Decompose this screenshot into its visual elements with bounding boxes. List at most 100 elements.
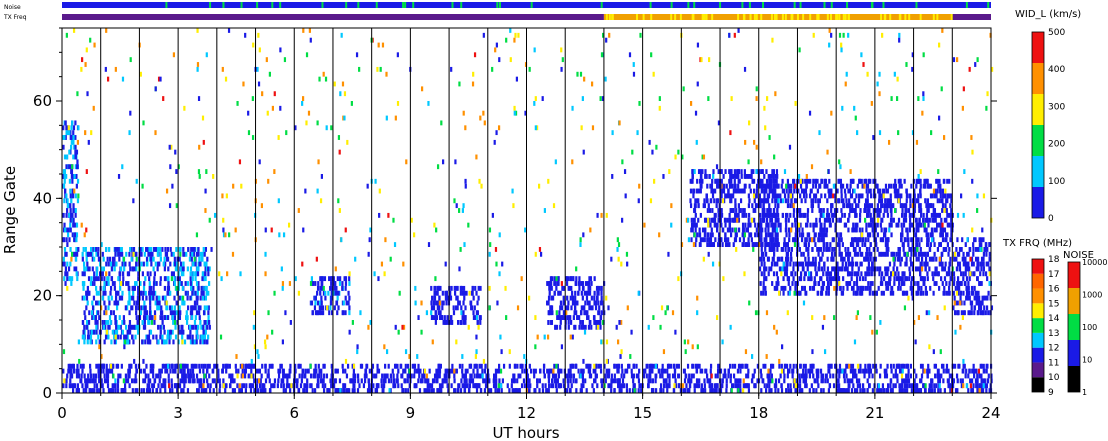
scatter-cell bbox=[723, 237, 727, 243]
scatter-cell bbox=[800, 261, 803, 267]
scatter-cell bbox=[149, 300, 152, 306]
scatter-cell bbox=[93, 276, 96, 282]
scatter-cell bbox=[136, 388, 139, 393]
scatter-cell bbox=[157, 339, 160, 345]
scatter-cell bbox=[91, 300, 94, 306]
scatter-cell bbox=[853, 247, 856, 252]
scatter-cell bbox=[898, 368, 902, 374]
scatter-cell bbox=[722, 188, 726, 194]
scatter-cell bbox=[208, 320, 211, 325]
scatter-cell bbox=[735, 232, 738, 238]
scatter-cell bbox=[833, 212, 836, 218]
scatter-cell bbox=[454, 290, 457, 296]
scatter-cell bbox=[759, 242, 762, 247]
scatter-cell bbox=[794, 271, 797, 277]
scatter-cell bbox=[758, 266, 762, 272]
scatter-cell bbox=[830, 256, 833, 262]
scatter-cell bbox=[863, 256, 866, 262]
scatter-cell bbox=[566, 295, 569, 301]
scatter-cell bbox=[811, 285, 814, 291]
scatter-cell bbox=[708, 242, 711, 247]
scatter-cell bbox=[118, 247, 121, 252]
scatter-cell bbox=[86, 285, 89, 291]
scatter-cell bbox=[986, 261, 990, 267]
scatter-cell bbox=[124, 324, 128, 330]
scatter-cell bbox=[931, 388, 934, 393]
scatter-cell bbox=[949, 276, 952, 282]
scatter-cell bbox=[892, 290, 895, 296]
scatter-cell bbox=[923, 261, 926, 267]
scatter-cell bbox=[817, 281, 820, 286]
scatter-cell bbox=[733, 183, 737, 189]
scatter-cell bbox=[574, 295, 577, 301]
scatter-cell bbox=[638, 383, 641, 389]
scatter-cell bbox=[898, 276, 901, 282]
scatter-cell bbox=[904, 208, 907, 213]
scatter-cell bbox=[920, 212, 923, 218]
scatter-cell bbox=[946, 271, 949, 277]
scatter-cell bbox=[155, 334, 158, 340]
scatter-cell bbox=[510, 383, 513, 389]
scatter-cell bbox=[938, 198, 941, 204]
scatter-cell bbox=[565, 281, 569, 286]
scatter-cell bbox=[173, 276, 176, 282]
scatter-cell bbox=[553, 363, 556, 369]
scatter-cell bbox=[456, 285, 459, 291]
scatter-cell bbox=[81, 271, 84, 277]
scatter-cell bbox=[924, 217, 927, 223]
scatter-cell bbox=[461, 315, 464, 320]
scatter-cell bbox=[972, 271, 975, 277]
scatter-cell bbox=[453, 285, 456, 291]
scatter-cell bbox=[909, 203, 912, 209]
scatter-cell bbox=[910, 237, 913, 243]
scatter-cell bbox=[899, 285, 902, 291]
scatter-cell bbox=[131, 334, 134, 340]
txfreq-band-tick bbox=[608, 14, 611, 20]
scatter-cell bbox=[955, 256, 958, 262]
scatter-cell bbox=[843, 256, 846, 262]
scatter-cell bbox=[766, 208, 769, 213]
scatter-cell bbox=[68, 363, 71, 369]
scatter-cell bbox=[136, 320, 139, 325]
scatter-cell bbox=[690, 222, 694, 228]
scatter-cell bbox=[698, 232, 701, 238]
scatter-cell bbox=[549, 305, 552, 311]
scatter-cell bbox=[795, 261, 798, 267]
scatter-cell bbox=[135, 261, 138, 267]
scatter-cell bbox=[336, 310, 339, 316]
scatter-cell bbox=[149, 285, 153, 291]
scatter-cell bbox=[803, 276, 806, 282]
noise-band-tick bbox=[793, 2, 796, 8]
scatter-cell bbox=[146, 334, 149, 340]
scatter-cell bbox=[982, 266, 985, 272]
scatter-cell bbox=[911, 285, 914, 291]
scatter-cell bbox=[774, 232, 777, 238]
scatter-cell bbox=[905, 193, 909, 199]
scatter-cell bbox=[789, 203, 792, 209]
scatter-cell bbox=[341, 285, 344, 291]
scatter-cell bbox=[737, 183, 740, 189]
scatter-cell bbox=[895, 276, 899, 282]
scatter-cell bbox=[197, 281, 200, 286]
scatter-cell bbox=[924, 178, 927, 184]
scatter-cell bbox=[887, 198, 890, 204]
scatter-cell bbox=[784, 212, 788, 218]
scatter-cell bbox=[774, 285, 777, 291]
scatter-cell bbox=[661, 373, 664, 379]
scatter-cell bbox=[857, 271, 860, 277]
scatter-cell bbox=[192, 285, 195, 291]
scatter-cell bbox=[772, 169, 776, 174]
scatter-cell bbox=[197, 251, 200, 257]
scatter-cell bbox=[920, 285, 923, 291]
scatter-cell bbox=[197, 266, 200, 272]
scatter-cell bbox=[604, 373, 607, 379]
scatter-cell bbox=[108, 324, 111, 330]
scatter-cell bbox=[462, 320, 466, 325]
scatter-cell bbox=[559, 324, 562, 330]
scatter-cell bbox=[235, 368, 238, 374]
scatter-cell bbox=[433, 315, 436, 320]
scatter-cell bbox=[182, 247, 185, 252]
scatter-cell bbox=[152, 285, 155, 291]
scatter-cell bbox=[794, 222, 797, 228]
scatter-cell bbox=[72, 222, 75, 228]
